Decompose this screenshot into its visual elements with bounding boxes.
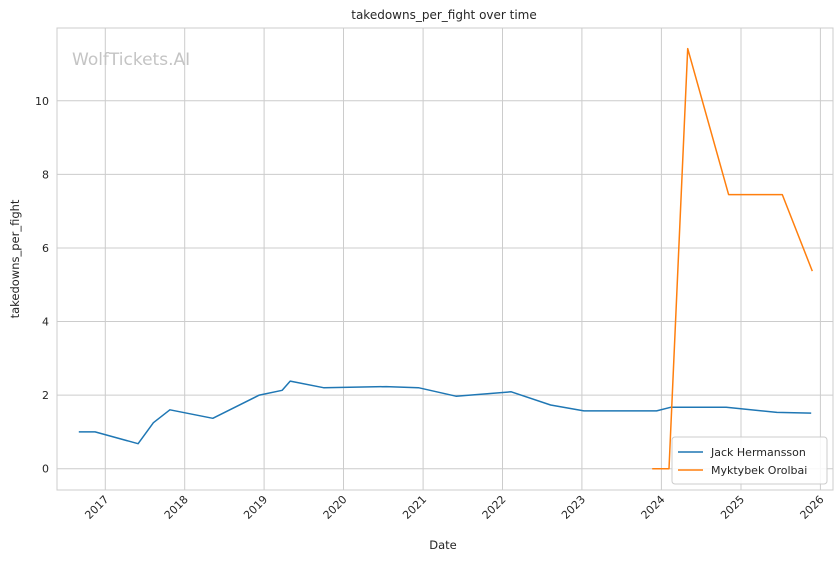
y-tick-label: 10 bbox=[35, 95, 49, 108]
x-tick-label: 2022 bbox=[480, 493, 509, 522]
y-axis-ticks: 0 2 4 6 8 10 bbox=[35, 95, 49, 476]
series-line-myktybek-orolbai bbox=[652, 47, 813, 470]
legend-label-jack-hermansson: Jack Hermansson bbox=[710, 446, 806, 459]
x-axis-label: Date bbox=[429, 538, 457, 552]
x-tick-label: 2024 bbox=[639, 493, 668, 522]
series-layer bbox=[78, 47, 813, 470]
x-tick-label: 2018 bbox=[162, 493, 191, 522]
watermark: WolfTickets.AI bbox=[72, 50, 190, 70]
x-tick-label: 2017 bbox=[82, 493, 111, 522]
grid bbox=[57, 28, 833, 490]
series-line-jack-hermansson bbox=[78, 380, 812, 445]
y-tick-label: 8 bbox=[42, 168, 49, 181]
x-tick-label: 2019 bbox=[241, 493, 270, 522]
y-tick-label: 4 bbox=[42, 316, 49, 329]
legend-label-myktybek-orolbai: Myktybek Orolbai bbox=[711, 464, 807, 477]
legend: Jack Hermansson Myktybek Orolbai bbox=[671, 436, 828, 485]
y-axis-label: takedowns_per_fight bbox=[8, 199, 22, 318]
x-tick-label: 2025 bbox=[718, 493, 747, 522]
y-tick-label: 6 bbox=[42, 242, 49, 255]
plot-area bbox=[56, 27, 834, 491]
y-tick-label: 0 bbox=[42, 463, 49, 476]
legend-box bbox=[671, 436, 828, 485]
chart-title: takedowns_per_fight over time bbox=[351, 8, 537, 22]
x-tick-label: 2023 bbox=[559, 493, 588, 522]
y-tick-label: 2 bbox=[42, 389, 49, 402]
x-tick-label: 2026 bbox=[798, 493, 827, 522]
x-tick-label: 2020 bbox=[321, 493, 350, 522]
x-tick-label: 2021 bbox=[400, 493, 429, 522]
x-axis-ticks: 2017 2018 2019 2020 2021 2022 2023 2024 2025 2026 bbox=[82, 493, 826, 522]
